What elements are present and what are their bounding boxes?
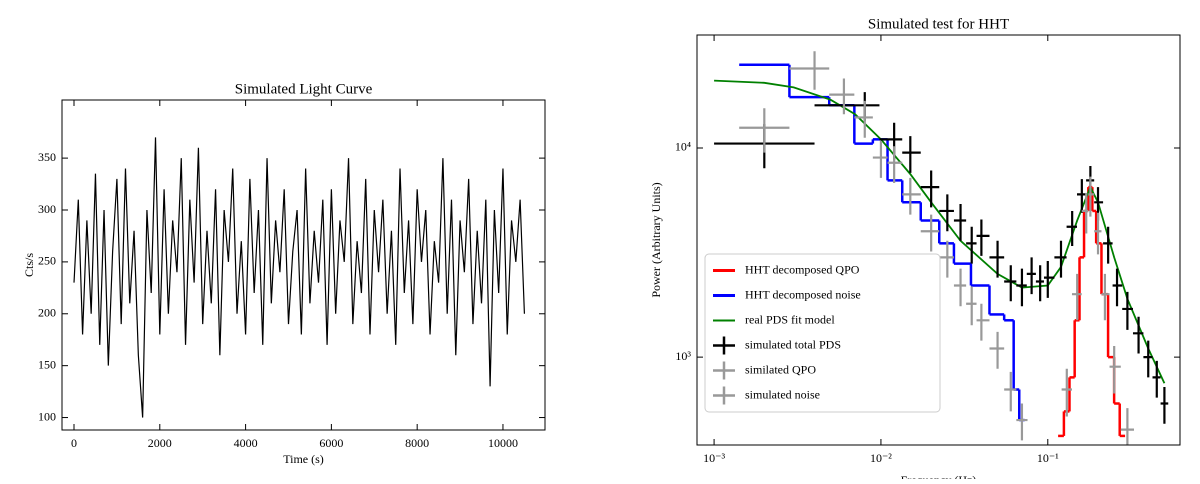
error-bar bbox=[1077, 179, 1087, 213]
error-bar bbox=[1035, 265, 1044, 302]
x-tick-label: 10⁻³ bbox=[703, 451, 725, 465]
y-axis-label: Power (Arbitrary Units) bbox=[649, 182, 663, 297]
error-bar bbox=[1081, 192, 1089, 234]
legend-label: real PDS fit model bbox=[745, 312, 835, 326]
error-bar bbox=[1061, 368, 1072, 417]
error-bar bbox=[1112, 268, 1123, 307]
y-tick-label: 100 bbox=[38, 409, 56, 423]
y-tick-label: 250 bbox=[38, 254, 56, 268]
error-bar bbox=[939, 194, 954, 232]
legend-label: simulated total PDS bbox=[745, 337, 841, 351]
error-bar bbox=[1004, 371, 1017, 412]
error-bar bbox=[1071, 273, 1082, 321]
error-bar bbox=[902, 177, 921, 215]
x-tick-label: 2000 bbox=[148, 436, 172, 450]
error-bar bbox=[966, 286, 977, 326]
error-bar bbox=[789, 51, 830, 90]
error-bar bbox=[854, 100, 873, 138]
error-bar bbox=[887, 146, 903, 184]
legend-label: HHT decomposed noise bbox=[745, 287, 861, 301]
legend-box bbox=[704, 253, 941, 413]
x-tick-label: 6000 bbox=[319, 436, 343, 450]
error-bar bbox=[1004, 265, 1017, 302]
x-tick-label: 10⁻² bbox=[870, 451, 892, 465]
data-line bbox=[73, 137, 526, 418]
error-bar bbox=[1160, 386, 1169, 424]
x-tick-label: 10⁻¹ bbox=[1037, 451, 1059, 465]
x-axis-label: Frequency (Hz) bbox=[901, 473, 977, 479]
y-tick-label: 200 bbox=[38, 306, 56, 320]
error-bar bbox=[976, 303, 990, 341]
x-tick-label: 10000 bbox=[488, 436, 518, 450]
y-tick-label: 350 bbox=[38, 150, 56, 164]
legend-swatch bbox=[713, 361, 735, 380]
legend-label: HHT decomposed QPO bbox=[745, 262, 860, 276]
error-bar bbox=[989, 331, 1005, 369]
error-bar bbox=[1103, 226, 1113, 264]
error-bar bbox=[953, 203, 967, 241]
legend-label: simulated noise bbox=[745, 387, 820, 401]
legend-swatch bbox=[713, 336, 735, 355]
error-bar bbox=[1152, 360, 1161, 398]
error-bar bbox=[976, 219, 990, 256]
error-bar bbox=[953, 268, 967, 307]
y-tick-label: 10³ bbox=[675, 349, 691, 363]
y-tick-label: 300 bbox=[38, 202, 56, 216]
plot-area bbox=[714, 51, 1169, 445]
error-bar bbox=[739, 108, 790, 153]
error-bar bbox=[966, 226, 977, 264]
legend-label: similated QPO bbox=[745, 362, 816, 376]
error-bar bbox=[1109, 346, 1121, 394]
error-bar bbox=[989, 240, 1005, 278]
error-bar bbox=[1132, 316, 1144, 354]
error-bar bbox=[1088, 176, 1095, 217]
error-bar bbox=[902, 136, 921, 173]
chart-title: Simulated Light Curve bbox=[235, 81, 373, 97]
error-bar bbox=[829, 78, 855, 115]
error-bar bbox=[1122, 291, 1133, 330]
error-bar bbox=[939, 240, 954, 278]
y-axis-label: Cts/s bbox=[22, 253, 36, 277]
x-tick-label: 8000 bbox=[405, 436, 429, 450]
error-bar bbox=[1101, 273, 1110, 321]
error-bar bbox=[1120, 408, 1134, 445]
plot-area bbox=[73, 137, 526, 418]
error-bar bbox=[1066, 210, 1078, 246]
axes-frame bbox=[61, 99, 546, 431]
error-bar bbox=[872, 141, 888, 178]
error-bar bbox=[920, 170, 940, 208]
error-bar bbox=[1016, 403, 1028, 441]
error-bar bbox=[1143, 340, 1153, 378]
y-tick-label: 10⁴ bbox=[675, 140, 691, 154]
axes-frame bbox=[696, 34, 1181, 446]
error-bar bbox=[1043, 261, 1055, 298]
error-bar bbox=[920, 214, 940, 252]
legend-swatch bbox=[713, 386, 735, 405]
error-bar bbox=[1016, 268, 1027, 307]
x-tick-label: 4000 bbox=[234, 436, 258, 450]
y-tick-label: 150 bbox=[38, 357, 56, 371]
error-bar bbox=[1026, 257, 1036, 295]
x-axis-label: Time (s) bbox=[283, 452, 324, 466]
error-bar bbox=[1094, 212, 1102, 255]
error-bar bbox=[1054, 240, 1067, 278]
chart-title: Simulated test for HHT bbox=[868, 16, 1009, 32]
x-tick-label: 0 bbox=[71, 436, 77, 450]
